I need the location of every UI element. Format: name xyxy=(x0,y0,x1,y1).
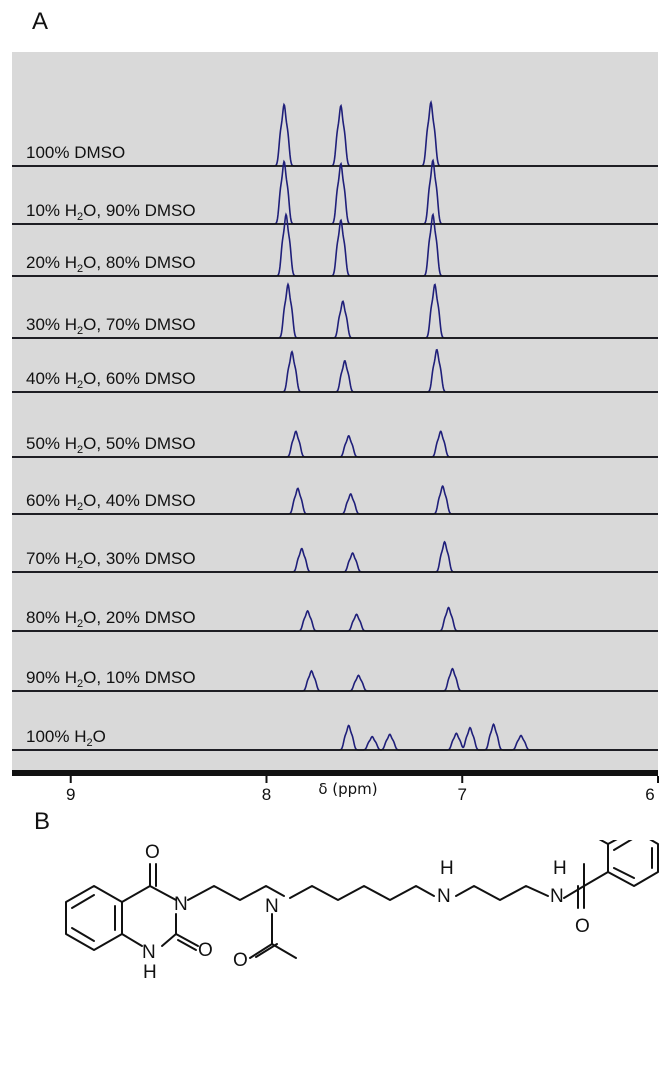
spectrum-label: 100% H2O xyxy=(26,727,106,749)
spectrum-label: 20% H2O, 80% DMSO xyxy=(26,253,196,275)
spectrum-label: 100% DMSO xyxy=(26,143,125,162)
plot-background xyxy=(12,52,658,770)
spectra-group xyxy=(12,99,658,751)
atom-o: O xyxy=(233,950,248,971)
atom-o: O xyxy=(145,842,160,863)
spectrum-label: 80% H2O, 20% DMSO xyxy=(26,608,196,630)
nmr-stacked-spectra-chart: 100% DMSO 10% H2O, 90% DMSO 20% H2O, 80% D… xyxy=(12,52,659,800)
spectrum-label: 30% H2O, 70% DMSO xyxy=(26,315,196,337)
atom-nh-h: H xyxy=(553,858,567,879)
atom-nh-n: N xyxy=(437,886,451,907)
spectrum-label: 40% H2O, 60% DMSO xyxy=(26,369,196,391)
atom-o: O xyxy=(198,940,213,961)
atom-n: N xyxy=(174,894,188,915)
atom-nh-h: H xyxy=(143,962,157,983)
panel-label-a: A xyxy=(32,8,49,35)
x-axis-ticks-group: 9 8 7 6 xyxy=(66,776,659,800)
x-axis-label: δ (ppm) xyxy=(318,780,377,798)
spectrum-label: 10% H2O, 90% DMSO xyxy=(26,201,196,223)
atom-o: O xyxy=(575,916,590,937)
atom-labels: O N N H O N O H N H N O HO xyxy=(142,840,591,983)
bond-lines xyxy=(65,840,659,959)
panel-label-b: B xyxy=(34,808,51,835)
spectrum-label: 70% H2O, 30% DMSO xyxy=(26,549,196,571)
atom-n: N xyxy=(265,896,279,917)
spectrum-label: 60% H2O, 40% DMSO xyxy=(26,491,196,513)
atom-nh-h: H xyxy=(440,858,454,879)
atom-ho: HO xyxy=(562,840,591,843)
spectrum-labels-group: 100% DMSO 10% H2O, 90% DMSO 20% H2O, 80% D… xyxy=(26,143,196,749)
x-tick-label: 6 xyxy=(645,785,654,800)
x-tick-label: 8 xyxy=(262,785,271,800)
atom-nh-n: N xyxy=(550,886,564,907)
x-tick-label: 7 xyxy=(458,785,467,800)
chemical-structure: O N N H O N O H N H N O HO xyxy=(65,840,659,983)
spectrum-label: 50% H2O, 50% DMSO xyxy=(26,434,196,456)
atom-nh-n: N xyxy=(142,942,156,963)
x-tick-label: 9 xyxy=(66,785,75,800)
spectrum-label: 90% H2O, 10% DMSO xyxy=(26,668,196,690)
x-axis-line xyxy=(12,770,658,776)
